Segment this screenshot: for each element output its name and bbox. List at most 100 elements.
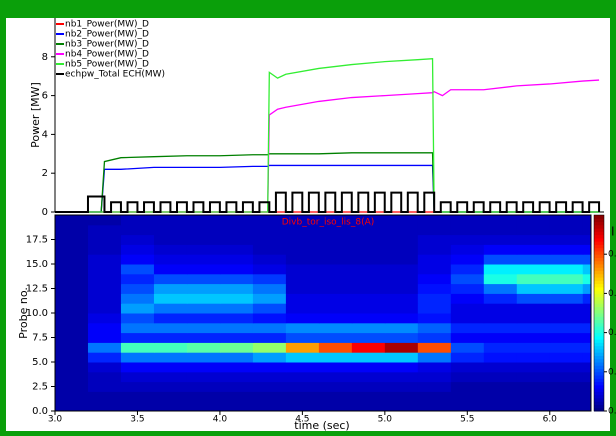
- heatmap-cell: [516, 254, 551, 265]
- heatmap-cell: [285, 371, 320, 383]
- heatmap-cell: [55, 371, 89, 383]
- heatmap-cell: [153, 362, 188, 373]
- heatmap-cell: [516, 224, 551, 236]
- colorbar-strip: [594, 283, 604, 288]
- heatmap-cell: [318, 381, 353, 392]
- heatmap-cell: [417, 371, 452, 383]
- heatmap-cell: [384, 254, 419, 265]
- colorbar-strip: [594, 254, 604, 258]
- heatmap-cell: [285, 293, 320, 304]
- heatmap-cell: [87, 234, 122, 245]
- heatmap-cell: [351, 381, 386, 392]
- colorbar-strip: [594, 326, 604, 330]
- heatmap-cell: [153, 313, 188, 324]
- colorbar-strip: [594, 273, 604, 278]
- heatmap-cell: [252, 264, 287, 275]
- colorbar-strip: [594, 309, 604, 314]
- heatmap-cell: [417, 244, 452, 255]
- heatmap-cell: [55, 332, 89, 343]
- heatmap-cell: [153, 381, 188, 392]
- heatmap-cell: [120, 362, 155, 373]
- heatmap-cell: [285, 254, 320, 265]
- heatmap-cell: [87, 215, 122, 226]
- heatmap-cell: [252, 362, 287, 373]
- heatmap-cell: [186, 273, 221, 285]
- colorbar-strip: [594, 280, 604, 285]
- colorbar-tick-label: 0.0: [608, 328, 616, 338]
- heatmap-cell: [549, 401, 584, 411]
- heatmap-cell: [186, 293, 221, 304]
- heatmap-cell: [483, 391, 518, 402]
- heatmap-cell: [549, 381, 584, 392]
- heatmap-cell: [516, 303, 551, 314]
- heatmap-cell: [351, 283, 386, 294]
- colorbar-strip: [594, 381, 604, 386]
- heatmap-cell: [351, 303, 386, 314]
- heatmap-cell: [483, 234, 518, 245]
- heatmap-cell: [582, 313, 591, 324]
- colorbar-title: I: [611, 225, 615, 239]
- heatmap-cell: [351, 391, 386, 402]
- heatmap-cell: [87, 401, 122, 411]
- heatmap-cell: [153, 322, 188, 334]
- heatmap-cell: [450, 293, 485, 304]
- heatmap-cell: [318, 391, 353, 402]
- heatmap-cell: [252, 391, 287, 402]
- heatmap-cell: [55, 352, 89, 363]
- colorbar-strip: [594, 303, 604, 307]
- colorbar-strip: [594, 224, 604, 229]
- heatmap-cell: [186, 362, 221, 373]
- heatmap-cell: [186, 352, 221, 363]
- heatmap-cell: [219, 362, 254, 373]
- heatmap-cell: [252, 342, 287, 353]
- heatmap-cell: [516, 273, 551, 285]
- heatmap-cell: [87, 381, 122, 392]
- heatmap-cell: [384, 332, 419, 343]
- heatmap-cell: [483, 313, 518, 324]
- heatmap-cell: [450, 371, 485, 383]
- colorbar-tick-label: 0.0: [608, 367, 616, 377]
- heatmap-cell: [516, 283, 551, 294]
- heatmap-cell: [285, 322, 320, 334]
- heatmap-cell: [384, 362, 419, 373]
- y-tick-label: 10.0: [26, 308, 48, 319]
- heatmap-cell: [285, 362, 320, 373]
- heatmap-cell: [186, 224, 221, 236]
- heatmap-cell: [252, 234, 287, 245]
- heatmap-cell: [351, 352, 386, 363]
- heatmap-cell: [318, 254, 353, 265]
- heatmap-cell: [186, 264, 221, 275]
- heatmap-cell: [87, 362, 122, 373]
- heatmap-cell: [153, 293, 188, 304]
- colorbar-strip: [594, 394, 604, 399]
- heatmap-cell: [384, 215, 419, 226]
- colorbar-strip: [594, 313, 604, 317]
- heatmap-cell: [120, 244, 155, 255]
- colorbar-strip: [594, 228, 604, 232]
- heatmap-cell: [318, 313, 353, 324]
- x-tick-label: 5.5: [460, 415, 474, 425]
- y-tick-label: 4: [42, 129, 48, 140]
- legend-label: nb4_Power(MW)_D: [65, 50, 149, 60]
- heatmap-cell: [318, 283, 353, 294]
- heatmap-cell: [384, 234, 419, 245]
- colorbar-strip: [594, 358, 604, 363]
- heatmap-cell: [219, 332, 254, 343]
- heatmap-cell: [582, 362, 591, 373]
- heatmap-cell: [351, 342, 386, 353]
- heatmap-cell: [417, 234, 452, 245]
- heatmap-cell: [120, 293, 155, 304]
- heatmap-cell: [120, 283, 155, 294]
- colorbar-strip: [594, 218, 604, 223]
- colorbar-strip: [594, 221, 604, 226]
- heatmap-cell: [186, 234, 221, 245]
- heatmap-cell: [582, 352, 591, 363]
- heatmap-cell: [55, 224, 89, 236]
- heatmap-cell: [351, 273, 386, 285]
- heatmap-cell: [55, 273, 89, 285]
- heatmap-cell: [549, 254, 584, 265]
- heatmap-cell: [417, 391, 452, 402]
- heatmap-cell: [384, 224, 419, 236]
- heatmap-cell: [55, 254, 89, 265]
- heatmap-cell: [450, 273, 485, 285]
